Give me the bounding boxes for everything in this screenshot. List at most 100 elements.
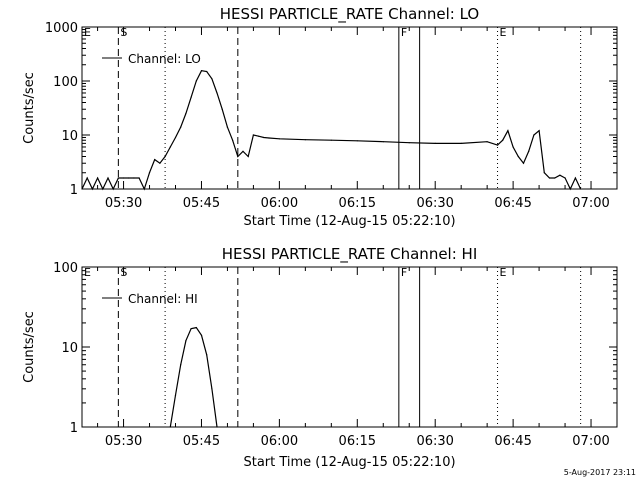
panel-hi-xtick-label: 05:30 — [105, 434, 142, 449]
panel-lo-data-point — [159, 162, 161, 164]
panel-lo-data-point — [226, 126, 228, 128]
panel-lo-data-point — [247, 155, 249, 158]
panel-hi-frame — [81, 266, 618, 428]
panel-lo-data-point — [517, 155, 519, 158]
panel-lo-data-point — [512, 146, 514, 148]
panel-lo-data-point — [180, 126, 182, 128]
panel-lo-data-point — [330, 139, 332, 141]
panel-hi-data-point — [211, 388, 213, 390]
panel-lo-xtick-label: 06:45 — [494, 196, 531, 211]
panel-lo-data-point — [102, 188, 104, 190]
panel-hi-xtick-label: 05:45 — [183, 434, 220, 449]
panel-lo-xtick-label: 06:15 — [339, 196, 376, 211]
panel-lo-marker-label: F — [401, 26, 407, 39]
panel-lo-legend-label: Channel: LO — [128, 52, 201, 66]
panel-lo-data-point — [221, 108, 223, 110]
panel-lo-data-point — [232, 139, 234, 141]
panel-hi-data-point — [174, 394, 177, 396]
panel-hi-ytick-label: 100 — [53, 261, 78, 276]
panel-lo-data-point — [154, 159, 156, 161]
panel-lo-data-point — [559, 174, 561, 176]
panel-hi-series-line — [169, 326, 218, 428]
panel-lo-data-point — [538, 130, 540, 132]
panel-lo-marker-label: S — [120, 26, 127, 39]
panel-lo-data-point — [580, 188, 582, 190]
panel-hi-xtick-label: 06:00 — [261, 434, 298, 449]
panel-lo-data-point — [86, 177, 88, 179]
panel-lo-ytick-label: 1000 — [45, 21, 78, 36]
panel-lo-data-point — [460, 142, 462, 144]
panel-lo-data-point — [507, 130, 509, 132]
panel-lo-data-point — [574, 177, 577, 179]
panel-lo-data-point — [133, 177, 135, 179]
panel-hi-ytick-label: 10 — [61, 341, 78, 356]
panel-lo-xtick-label: 05:30 — [105, 196, 142, 211]
panel-lo-data-point — [185, 112, 187, 115]
panel-lo-data-point — [263, 136, 265, 139]
panel-lo-data-point — [107, 177, 109, 179]
panel-lo-data-point — [486, 141, 488, 143]
panel-lo-ylabel: Counts/sec — [22, 72, 37, 144]
panel-hi-xtick-label: 06:45 — [494, 434, 531, 449]
panel-lo-data-point — [97, 177, 99, 179]
panel-lo-marker-label: E — [500, 26, 507, 39]
panel-hi-xlabel: Start Time (12-Aug-15 05:22:10) — [243, 455, 455, 470]
panel-lo-xtick-label: 06:00 — [261, 196, 298, 211]
panel-hi-xtick-label: 07:00 — [572, 434, 609, 449]
panel-hi-data-point — [200, 334, 203, 336]
panel-lo-title: HESSI PARTICLE_RATE Channel: LO — [220, 5, 479, 24]
panel-lo-data-point — [117, 177, 119, 179]
panel-lo-data-point — [148, 172, 151, 174]
panel-hi-data-point — [206, 354, 208, 356]
panel-hi-data-point — [169, 426, 171, 428]
panel-lo-data-point — [268, 137, 270, 139]
panel-lo-data-point — [237, 155, 239, 158]
panel-lo-data-point — [564, 177, 566, 179]
panel-lo-data-point — [304, 139, 306, 141]
panel-lo-data-point — [138, 177, 140, 179]
panel-lo-data-point — [200, 70, 203, 72]
panel-hi-marker-label: E — [500, 266, 507, 279]
panel-lo-data-point — [216, 92, 218, 94]
panel-lo-data-point — [206, 70, 208, 73]
panel-lo-data-point — [522, 162, 525, 164]
panel-lo-ytick-label: 1 — [70, 183, 78, 198]
panel-lo-data-point — [496, 144, 499, 146]
panel-lo-data-point — [252, 134, 254, 136]
panel-lo-data-point — [190, 96, 192, 98]
panel-hi-data-point — [180, 364, 182, 366]
panel-lo-xtick-label: 06:30 — [416, 196, 453, 211]
panel-lo-data-point — [382, 141, 384, 143]
panel-lo-xtick-label: 07:00 — [572, 196, 609, 211]
panel-lo-ytick-label: 10 — [61, 129, 78, 144]
panel-lo-data-point — [164, 155, 166, 158]
panel-hi-ylabel: Counts/sec — [22, 311, 37, 383]
panel-lo-data-point — [174, 136, 177, 139]
panel-hi-marker-label: E — [84, 266, 91, 279]
panel-lo-data-point — [569, 188, 571, 190]
panel-lo-data-point — [533, 134, 535, 136]
panel-lo-data-point — [195, 80, 197, 82]
panel-hi-marker-label: F — [401, 266, 407, 279]
panel-lo-data-point — [278, 138, 280, 140]
panel-hi-xtick-label: 06:15 — [339, 434, 376, 449]
panel-hi-title: HESSI PARTICLE_RATE Channel: HI — [222, 245, 478, 264]
panel-hi-data-point — [216, 426, 218, 428]
panel-lo-data-point — [143, 188, 145, 190]
panel-hi-marker-label: S — [120, 266, 127, 279]
panel-hi-data-point — [195, 327, 197, 329]
panel-lo-ytick-label: 100 — [53, 75, 78, 90]
panel-lo-xlabel: Start Time (12-Aug-15 05:22:10) — [243, 214, 455, 229]
footer-timestamp: 5-Aug-2017 23:11 — [564, 468, 636, 477]
panel-lo-data-point — [502, 139, 504, 141]
panel-lo-marker-label: E — [84, 26, 91, 39]
panel-lo-data-point — [434, 142, 436, 144]
panel-lo-data-point — [211, 78, 213, 80]
panel-lo-data-point — [128, 177, 130, 179]
panel-lo-series-line — [81, 70, 582, 191]
panel-lo-data-point — [91, 188, 93, 190]
panel-lo-data-point — [543, 172, 545, 174]
panel-lo-data-point — [408, 142, 410, 144]
panel-lo-data-point — [258, 135, 260, 137]
